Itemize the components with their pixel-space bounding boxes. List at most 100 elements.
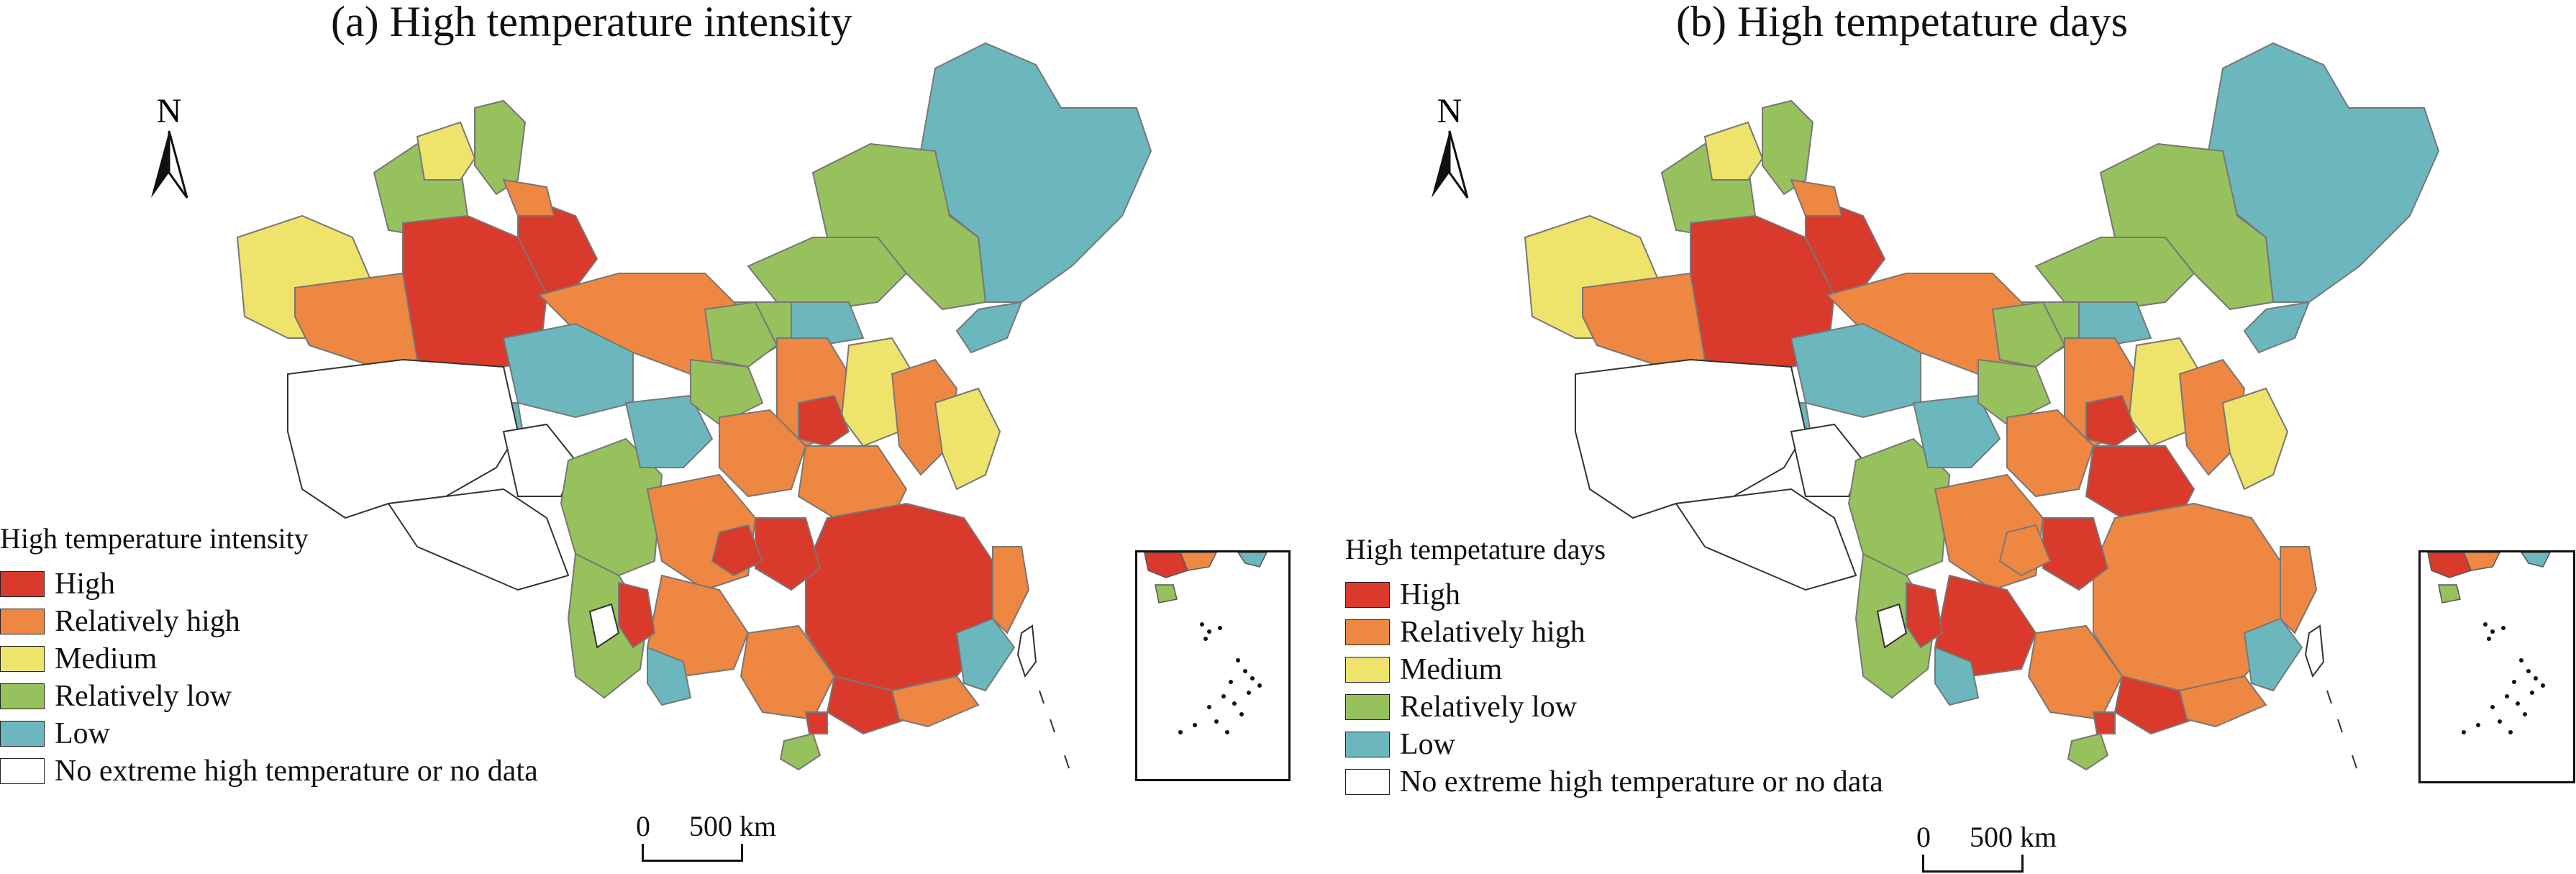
region-relatively-high — [2006, 409, 2095, 498]
region-low — [955, 617, 1016, 692]
island-dot — [1214, 719, 1219, 724]
map-regions — [1524, 42, 2440, 771]
north-arrow-icon: N — [151, 92, 188, 199]
island-mark — [2326, 690, 2332, 704]
region-relatively-low — [2034, 237, 2195, 311]
legend-item: Medium — [0, 640, 538, 678]
region-high — [2085, 394, 2138, 447]
region-low — [2243, 617, 2303, 692]
legend-label: High — [55, 568, 115, 601]
legend-label: Relatively high — [1400, 616, 1585, 649]
region-relatively-low — [779, 732, 822, 771]
legend-item: No extreme high temperature or no data — [0, 752, 538, 790]
legend-label: No extreme high temperature or no data — [1400, 765, 1883, 798]
legend-item: No extreme high temperature or no data — [1345, 763, 1883, 801]
inset-region — [1155, 584, 1178, 604]
legend-item: Relatively high — [0, 603, 538, 640]
legend-swatch — [0, 721, 45, 747]
legend-item: High — [1345, 576, 1883, 614]
region-relatively-low — [2067, 732, 2109, 771]
island-dot — [2519, 658, 2523, 663]
legend-item: High — [0, 565, 538, 603]
island-dot — [1207, 629, 1211, 634]
island-mark — [2337, 719, 2343, 733]
region-medium — [1703, 121, 1764, 181]
island-dot — [1221, 694, 1226, 698]
scale-bar: 0 500 km — [633, 809, 820, 862]
region-relatively-low — [1847, 437, 1951, 577]
legend-label: No extreme high temperature or no data — [55, 755, 538, 788]
region-no-data — [387, 488, 570, 591]
island-dot — [1178, 730, 1183, 734]
region-no-data — [588, 603, 620, 649]
legend-swatch — [1345, 694, 1390, 720]
island-dot — [2530, 691, 2534, 695]
legend-swatch — [0, 609, 45, 634]
island-dot — [2487, 637, 2491, 641]
north-arrow-icon: N — [1432, 92, 1469, 199]
legend-label: Medium — [55, 642, 158, 675]
island-dot — [2498, 719, 2502, 724]
island-dot — [1229, 680, 1233, 684]
region-low — [1934, 646, 1980, 706]
region-medium — [2221, 387, 2289, 491]
legend-item: Relatively low — [1345, 688, 1883, 726]
legend-title: High tempetature days — [1345, 533, 1606, 565]
island-dot — [1250, 676, 1255, 680]
island-dot — [2462, 730, 2466, 734]
region-high — [2092, 711, 2116, 734]
island-dot — [2501, 626, 2506, 630]
island-dot — [2505, 694, 2509, 698]
region-relatively-low — [1762, 99, 1814, 196]
legend-title: High temperature intensity — [0, 522, 309, 555]
region-high — [2113, 675, 2195, 735]
island-dot — [1243, 669, 1247, 673]
region-no-data — [1876, 603, 1908, 649]
region-relatively-low — [474, 99, 527, 196]
island-dot — [1203, 637, 1208, 641]
region-no-data — [1016, 624, 1037, 678]
legend-label: Relatively low — [55, 680, 232, 713]
region-high — [711, 524, 764, 577]
island-dot — [2490, 629, 2495, 634]
island-dot — [2512, 680, 2516, 684]
island-dot — [1239, 712, 1244, 716]
legend-item: Medium — [1345, 651, 1883, 688]
north-label: N — [157, 94, 182, 130]
north-arrow: N — [1424, 92, 1475, 205]
region-no-data — [1675, 488, 1857, 591]
north-arrow: N — [144, 92, 194, 205]
legend-item: Relatively low — [0, 678, 538, 715]
region-relatively-low — [560, 437, 663, 577]
map-regions — [236, 42, 1152, 771]
panel-title: (b) High tempetature days — [1676, 0, 2129, 45]
region-relatively-low — [704, 301, 778, 368]
region-relatively-low — [1991, 301, 2066, 368]
region-relatively-high — [2178, 675, 2267, 728]
island-dot — [1257, 683, 1262, 688]
region-relatively-high — [294, 272, 419, 368]
region-relatively-high — [891, 675, 980, 728]
island-dot — [1193, 723, 1197, 727]
island-mark — [1064, 755, 1070, 769]
region-relatively-high — [992, 546, 1030, 634]
island-dot — [2490, 705, 2495, 709]
legend-swatch — [1345, 582, 1390, 608]
inset-region — [1237, 552, 1268, 568]
island-dot — [2534, 676, 2538, 680]
island-dot — [1247, 691, 1251, 695]
region-relatively-high — [1582, 272, 1706, 368]
legend-swatch — [0, 683, 45, 709]
legend: High temperature intensity High Relativel… — [0, 522, 538, 790]
china-choropleth-map — [236, 42, 1152, 771]
island-dot — [1232, 701, 1237, 706]
region-low — [1912, 394, 2001, 468]
north-label: N — [1437, 94, 1462, 130]
island-dot — [1225, 730, 1229, 734]
island-dot — [1236, 658, 1240, 663]
region-high — [826, 675, 908, 735]
china-choropleth-map — [1524, 42, 2440, 771]
region-high — [1906, 581, 1944, 649]
south-china-sea-inset — [1135, 550, 1291, 781]
region-high — [798, 394, 850, 447]
